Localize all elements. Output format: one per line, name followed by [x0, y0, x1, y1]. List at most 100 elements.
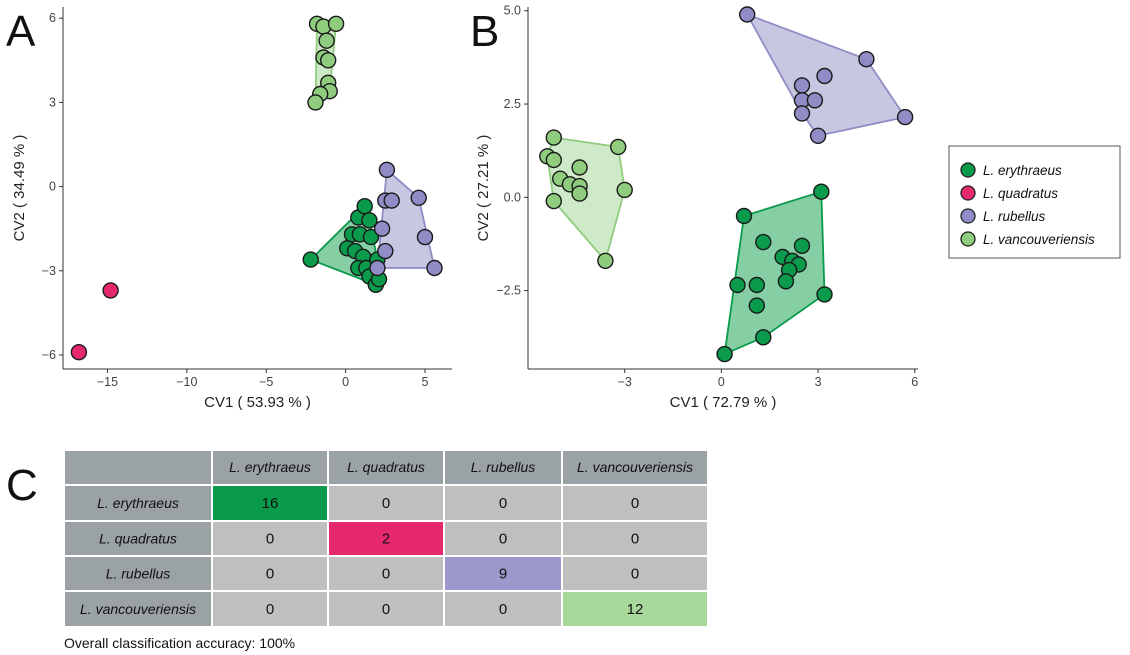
- table-row-header-cell: [64, 591, 212, 627]
- legend-key-rubellus: [960, 208, 976, 224]
- point-l-vancouveriensis-a: [307, 94, 324, 111]
- table-cell-value: 12: [627, 601, 644, 618]
- table-row-header: L. vancouveriensis: [80, 601, 196, 617]
- point-l-erythraeus-b: [755, 329, 772, 346]
- table-cell: [328, 485, 444, 521]
- point-l-erythraeus-b: [813, 183, 830, 200]
- point-l-rubellus-b: [816, 67, 833, 85]
- table-column-header: L. quadratus: [347, 459, 425, 475]
- point-l-vancouveriensis-a: [327, 15, 345, 32]
- panel-letter-a: A: [6, 7, 36, 56]
- point-l-rubellus-a: [369, 259, 386, 277]
- point-l-rubellus-a: [416, 228, 434, 246]
- table-cell-value: 2: [382, 531, 390, 548]
- x-tick-label-a: 5: [422, 375, 429, 389]
- point-l-vancouveriensis-b: [571, 185, 588, 202]
- point-l-erythraeus-a: [356, 197, 373, 215]
- point-l-vancouveriensis-b: [597, 252, 614, 269]
- point-l-vancouveriensis-b: [616, 181, 633, 199]
- point-l-vancouveriensis-a: [318, 32, 335, 49]
- point-l-rubellus-b: [793, 77, 811, 94]
- table-cell-value: 0: [631, 495, 639, 512]
- y-tick-label-a: −6: [42, 348, 56, 362]
- legend-label-rubellus: L. rubellus: [983, 209, 1046, 224]
- point-l-erythraeus-b: [748, 276, 765, 294]
- point-l-erythraeus-b: [729, 276, 746, 294]
- table-cell-value: 0: [382, 495, 390, 512]
- table-column-header: L. vancouveriensis: [577, 459, 693, 475]
- point-l-rubellus-a: [426, 259, 443, 277]
- y-tick-label-b: −2.5: [496, 284, 521, 298]
- scatter-plot-b: −3 0 3 6 −2.5 0.0 2.5 5.0 CV1 ( 72.79 % ) CV2 ( 2…: [475, 4, 918, 411]
- point-l-erythraeus-b: [777, 273, 795, 290]
- panel-letter-c: C: [6, 461, 38, 510]
- table-corner-cell: [64, 450, 212, 485]
- table-cell: [444, 521, 562, 556]
- point-l-erythraeus-b: [716, 345, 733, 363]
- table-cell-value: 0: [382, 601, 390, 618]
- legend: L. erythraeus L. quadratus L. rubellus L…: [948, 145, 1121, 259]
- legend-box: [948, 145, 1121, 259]
- point-l-erythraeus-b: [793, 237, 811, 255]
- y-tick-label-b: 0.0: [504, 190, 521, 204]
- table-cell-value: 0: [499, 495, 507, 512]
- legend-key-quadratus: [960, 185, 976, 201]
- point-l-rubellus-b: [739, 6, 756, 23]
- y-tick-label-a: 0: [49, 180, 56, 194]
- table-cell-value: 0: [499, 601, 507, 618]
- table-cell: [212, 485, 328, 521]
- point-l-erythraeus-a: [361, 212, 378, 229]
- y-axis-title-a: CV2 ( 34.49 % ): [11, 135, 28, 242]
- table-cell: [212, 591, 328, 627]
- table-cell-value: 0: [266, 566, 274, 583]
- point-l-rubellus-b: [858, 51, 875, 68]
- table-cell-value: 0: [631, 531, 639, 548]
- table-column-header: L. rubellus: [471, 459, 536, 475]
- x-tick-label-a: −5: [259, 375, 273, 389]
- y-tick-label-b: 5.0: [504, 4, 521, 18]
- x-axis-title-b: CV1 ( 72.79 % ): [670, 394, 777, 411]
- table-row-header: L. quadratus: [99, 531, 177, 547]
- table-cell: [212, 521, 328, 556]
- point-l-vancouveriensis-b: [610, 138, 627, 156]
- point-l-rubellus-a: [383, 192, 400, 209]
- accuracy-footnote: Overall classification accuracy: 100%: [64, 635, 295, 651]
- legend-label-quadratus: L. quadratus: [983, 186, 1058, 201]
- table-header-cell: [444, 450, 562, 485]
- x-tick-label-b: 3: [815, 375, 822, 389]
- point-l-erythraeus-b: [735, 207, 753, 225]
- table-cell-value: 0: [631, 566, 639, 583]
- legend-key-vancouveriensis: [960, 231, 976, 247]
- point-l-erythraeus-b: [816, 286, 833, 303]
- table-cell: [444, 591, 562, 627]
- x-tick-label-b: 0: [718, 375, 725, 389]
- point-l-rubellus-b: [793, 105, 811, 122]
- classification-table: L. erythraeus L. quadratus L. rubellus L. v…: [63, 449, 709, 628]
- table-header-cell: [328, 450, 444, 485]
- point-l-quadratus-a: [70, 344, 88, 361]
- table-cell: [562, 485, 708, 521]
- point-l-rubellus-a: [410, 189, 427, 207]
- table-cell: [562, 521, 708, 556]
- y-tick-label-b: 2.5: [504, 97, 521, 111]
- panel-letter-b: B: [470, 7, 499, 56]
- point-l-rubellus-b: [806, 92, 824, 109]
- table-cell: [562, 591, 708, 627]
- point-l-erythraeus-a: [362, 228, 380, 246]
- scatter-plot-a: −15 −10 −5 0 5 −6 −3 0 3 6 CV1 ( 53.93 % ) CV2 ( 34…: [11, 7, 452, 411]
- legend-key-erythraeus: [960, 162, 976, 178]
- legend-label-vancouveriensis: L. vancouveriensis: [983, 232, 1095, 247]
- table-cell: [562, 556, 708, 591]
- table-cell-value: 0: [266, 531, 274, 548]
- point-l-rubellus-a: [377, 242, 394, 260]
- point-l-rubellus-a: [373, 220, 391, 237]
- point-l-quadratus-a: [102, 282, 119, 299]
- point-l-rubellus-a: [378, 161, 396, 179]
- table-row-header-cell: [64, 485, 212, 521]
- x-tick-label-a: −15: [97, 375, 118, 389]
- table-cell: [212, 556, 328, 591]
- table-header-cell: [562, 450, 708, 485]
- x-tick-label-a: 0: [342, 375, 349, 389]
- point-l-vancouveriensis-b: [545, 129, 562, 146]
